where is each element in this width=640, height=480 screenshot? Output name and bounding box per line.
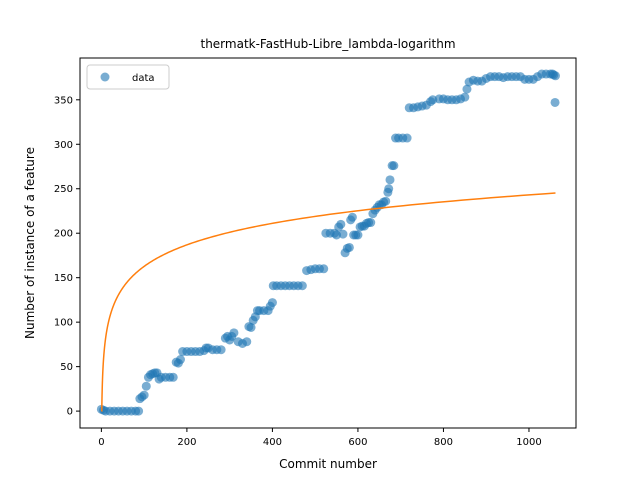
data-point — [384, 184, 394, 194]
y-tick-label: 150 — [54, 273, 73, 284]
y-tick-label: 100 — [54, 318, 73, 329]
data-point — [353, 230, 363, 240]
x-tick-label: 600 — [348, 437, 367, 448]
x-tick-label: 0 — [98, 437, 104, 448]
y-tick-label: 200 — [54, 229, 73, 240]
data-point — [550, 71, 560, 81]
data-point — [347, 212, 357, 222]
data-point — [389, 161, 399, 171]
x-tick-label: 400 — [263, 437, 282, 448]
data-point — [344, 242, 354, 252]
data-point — [216, 345, 226, 355]
plot-area — [96, 69, 560, 416]
x-tick-label: 1000 — [516, 437, 541, 448]
x-tick-label: 800 — [434, 437, 453, 448]
legend-box — [86, 64, 170, 90]
data-point — [242, 337, 252, 347]
data-point — [297, 281, 307, 291]
data-point — [246, 322, 256, 332]
data-point — [141, 381, 151, 391]
chart-title: thermatk-FastHub-Libre_lambda-logarithm — [200, 37, 455, 51]
x-axis-title: Commit number — [279, 457, 377, 471]
x-tick-label: 200 — [177, 437, 196, 448]
legend-label-data: data — [132, 73, 155, 84]
data-point — [550, 97, 560, 107]
data-point — [381, 196, 391, 206]
data-point — [385, 175, 395, 185]
data-point — [139, 390, 149, 400]
y-tick-label: 300 — [54, 140, 73, 151]
fit-line — [101, 192, 556, 412]
plot-frame — [79, 57, 577, 429]
data-point — [175, 355, 185, 365]
data-point — [402, 133, 412, 143]
data-point — [319, 264, 329, 274]
data-point — [336, 219, 346, 229]
data-point — [134, 406, 144, 416]
axes: 0 200 400 600 800 1000 0 50 100 150 200 250 300 350 — [54, 95, 542, 448]
legend[interactable]: data — [86, 64, 170, 90]
data-point — [267, 298, 277, 308]
y-axis-title: Number of instance of a feature — [23, 147, 37, 339]
y-tick-label: 250 — [54, 184, 73, 195]
data-point — [460, 92, 470, 102]
data-point — [168, 372, 178, 382]
data-point — [229, 328, 239, 338]
y-tick-label: 350 — [54, 95, 73, 106]
data-point — [462, 84, 472, 94]
y-tick-label: 50 — [60, 362, 73, 373]
y-tick-label: 0 — [67, 407, 73, 418]
legend-marker-data — [100, 72, 110, 82]
data-point — [366, 218, 376, 228]
data-point — [338, 229, 348, 239]
